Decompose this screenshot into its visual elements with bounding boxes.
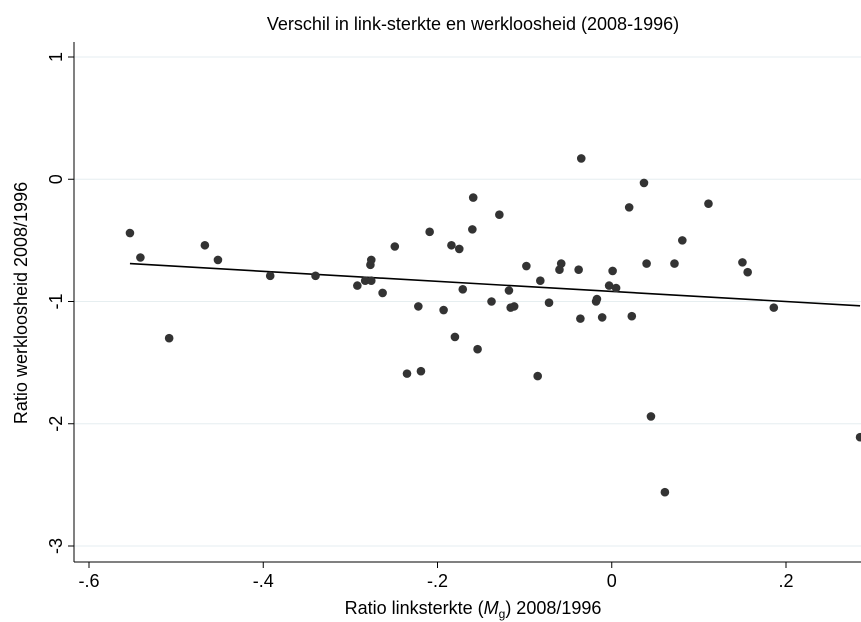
data-point-54 [704,199,713,208]
data-point-8 [360,276,370,286]
data-point-37 [574,265,583,275]
y-axis-label: Ratio werkloosheid 2008/1996 [11,182,31,424]
data-point-11 [366,276,376,286]
chart-title: Verschil in link-sterkte en werkloosheid… [267,14,679,34]
data-point-18 [439,305,448,315]
data-point-12 [378,288,387,298]
data-point-51 [660,487,670,497]
data-point-3 [200,240,210,250]
data-point-27 [495,210,504,220]
x-tick-label-2: -.2 [427,571,448,591]
data-point-46 [624,203,634,212]
fit-line [129,262,861,307]
data-point-19 [447,240,456,250]
y-tick-label-2: -1 [46,293,66,309]
data-point-7 [353,281,362,290]
data-point-22 [458,284,468,294]
data-point-36 [556,259,566,268]
data-point-41 [592,294,602,304]
data-point-16 [416,366,426,376]
data-point-5 [265,271,275,281]
x-axis-label-prefix: Ratio linksterkte ( [345,598,484,618]
data-point-21 [454,244,464,254]
data-point-28 [504,286,514,295]
data-point-30 [509,302,519,311]
data-point-15 [414,302,423,311]
y-tick-label-3: -2 [46,416,66,432]
data-point-42 [597,313,607,322]
data-point-25 [473,344,482,354]
data-point-1 [136,253,145,262]
data-point-2 [164,333,174,343]
x-axis-label-suffix: ) 2008/1996 [505,598,601,618]
data-point-43 [604,281,614,290]
data-point-48 [639,178,649,188]
data-point-17 [425,227,434,237]
data-point-13 [390,242,400,251]
data-point-55 [738,258,747,267]
data-point-4 [213,255,223,265]
data-point-38 [576,314,585,323]
data-point-20 [450,332,460,342]
grid-lines [74,56,861,547]
data-point-31 [522,261,531,271]
data-point-24 [468,193,478,202]
tick-labels: 1 0 -1 -2 -3 -.6 -.4 -.2 0 .2 [46,52,794,591]
x-axis-label-subscript: g [499,607,506,621]
fit-line-group [129,262,861,307]
data-point-50 [646,412,656,421]
data-point-14 [402,369,412,378]
data-point-33 [536,276,545,286]
data-point-58 [855,432,861,442]
data-point-57 [769,303,779,312]
x-tick-label-4: .2 [778,571,793,591]
data-point-52 [670,259,679,268]
x-axis-label-variable: M [484,598,499,618]
data-point-6 [311,271,320,281]
x-tick-label-1: -.4 [253,571,274,591]
data-point-56 [743,267,752,277]
data-point-47 [627,311,637,321]
data-point-23 [468,225,477,234]
y-tick-label-4: -3 [46,538,66,554]
y-tick-label-0: 1 [46,52,66,62]
x-tick-label-0: -.6 [78,571,99,591]
data-point-0 [125,228,135,238]
data-point-26 [487,297,496,306]
y-tick-label-1: 0 [46,174,66,184]
data-points [125,154,861,497]
data-point-10 [366,255,376,265]
data-point-45 [611,283,621,293]
x-tick-label-3: 0 [607,571,617,591]
data-point-34 [544,298,554,308]
data-point-32 [533,371,542,381]
axes [68,42,861,568]
data-point-53 [678,236,687,245]
data-point-44 [608,266,617,276]
data-point-49 [642,259,651,268]
x-axis-label: Ratio linksterkte (Mg) 2008/1996 [345,598,602,621]
data-point-39 [576,154,586,163]
